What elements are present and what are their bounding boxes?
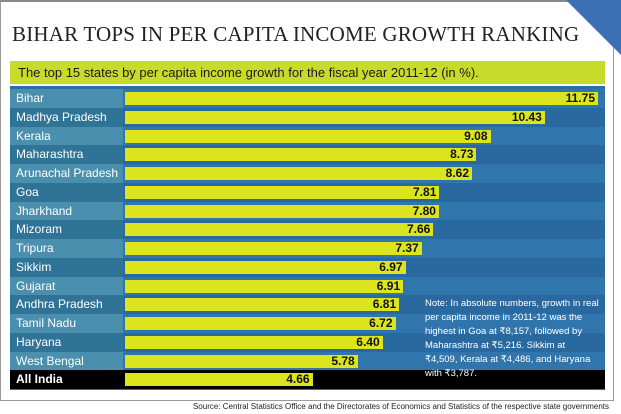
category-label: Tamil Nadu [10,314,123,333]
bar-row: Sikkim 6.97 [10,257,605,277]
value-label: 6.81 [372,297,397,312]
bar [125,185,440,199]
category-label: Goa [10,182,123,202]
category-label: Madhya Pradesh [10,107,123,127]
category-label: Andhra Pradesh [10,295,123,314]
value-label: 6.91 [376,278,401,293]
value-label: 5.78 [331,353,355,368]
source-text: Source: Central Statistics Office and th… [192,402,609,411]
category-label: Bihar [10,89,123,108]
bar-row: Maharashtra 8.73 [10,145,605,164]
bar [125,317,396,330]
value-label: 6.97 [379,259,403,274]
value-label: 4.66 [286,372,310,387]
bar [125,110,545,124]
value-label: 9.08 [464,128,488,143]
bar-row: Goa 7.81 [10,182,605,202]
value-label: 7.80 [412,203,436,218]
bar-row: Haryana 6.40 [10,332,605,352]
category-label: Haryana [10,332,123,352]
bar-row: Madhya Pradesh 10.43 [10,107,605,127]
bar-row: Kerala 9.08 [10,126,605,146]
row-all-india: All India 4.66 [10,370,605,389]
category-label: Tripura [10,239,123,258]
bar-row: Tripura 7.37 [10,239,605,258]
chart-subtitle: The top 15 states by per capita income g… [10,61,605,84]
bar-row: Mizoram 7.66 [10,220,605,239]
value-label: 7.37 [395,241,419,255]
category-label: West Bengal [10,351,123,371]
bar [125,279,404,293]
bar [125,373,313,387]
bar [125,260,406,274]
category-label: All India [10,370,123,389]
bar [125,354,358,368]
bar [125,298,400,312]
bar-row: West Bengal 5.78 [10,351,605,371]
chart-note: Note: In absolute numbers, growth in rea… [425,298,599,379]
bar [125,335,383,349]
value-label: 7.81 [413,184,437,199]
category-label: Gujarat [10,276,123,296]
bar [125,148,477,162]
chart-title: BIHAR TOPS IN PER CAPITA INCOME GROWTH R… [12,22,580,46]
bar [125,204,439,218]
bar [125,242,422,255]
bar [125,167,472,180]
bar-row: Tamil Nadu 6.72 [10,314,605,333]
bar-row: Arunachal Pradesh 8.62 [10,164,605,183]
value-label: 10.43 [511,109,542,124]
bar-row: Bihar 11.75 [10,89,605,108]
bar [125,92,598,105]
value-label: 8.73 [450,147,474,162]
bar-row: Gujarat 6.91 [10,276,605,296]
value-label: 6.40 [356,334,380,349]
category-label: Arunachal Pradesh [10,164,123,183]
bar-chart: Bihar 11.75 Madhya Pradesh 10.43 Kerala 9.08 M… [10,86,605,390]
value-label: 6.72 [369,316,393,330]
bar-row: Andhra Pradesh 6.81 [10,295,605,314]
bar [125,129,491,143]
category-label: Jharkhand [10,201,123,221]
category-label: Kerala [10,126,123,146]
value-label: 11.75 [565,91,595,105]
category-label: Sikkim [10,257,123,277]
category-label: Maharashtra [10,145,123,164]
value-label: 8.62 [445,166,469,180]
bar-row: Jharkhand 7.80 [10,201,605,221]
value-label: 7.66 [406,222,431,237]
bar [125,223,434,237]
category-label: Mizoram [10,220,123,239]
